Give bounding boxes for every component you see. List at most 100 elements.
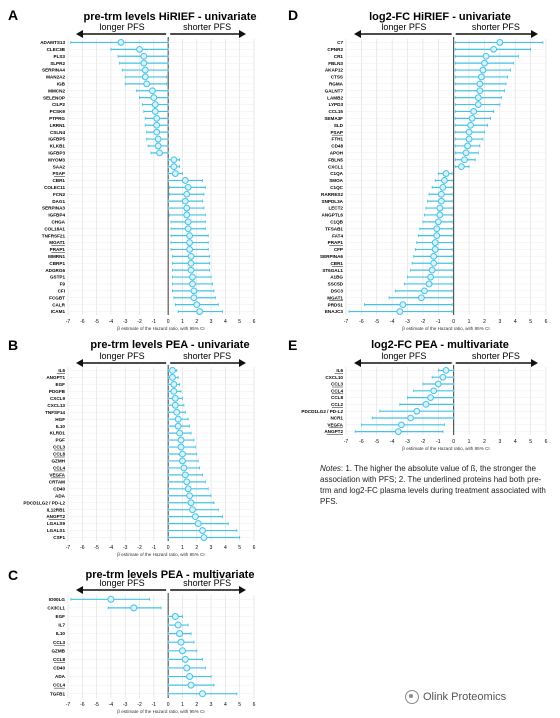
tick-label-d: 0: [452, 319, 455, 325]
tick-label-d: 3: [498, 319, 501, 325]
panel-title-d: log2-FC HiRIEF - univariate: [369, 11, 511, 23]
tick-label-b: -3: [123, 545, 128, 551]
panel-letter-d: D: [288, 7, 298, 23]
tick-label-d: -2: [421, 319, 426, 325]
beta-point-b: [170, 380, 178, 388]
tick-label-d: -6: [359, 319, 364, 325]
arrow-right-head-a: [239, 30, 246, 38]
beta-point-c: [130, 604, 138, 612]
tick-label-b: 3: [210, 545, 213, 551]
row-label-b: LGALS1: [47, 528, 66, 533]
beta-point-b: [177, 436, 185, 444]
row-label-d: C1QA: [330, 171, 343, 176]
tick-label-b: 1: [181, 545, 184, 551]
beta-point-a: [186, 246, 194, 253]
beta-point-d: [437, 190, 445, 198]
row-label-c: EGF: [56, 614, 66, 619]
tick-label-e: 1: [468, 439, 471, 445]
row-label-a: CALR: [52, 302, 65, 307]
tick-label-d: -7: [344, 319, 349, 325]
tick-label-e: -3: [405, 439, 410, 445]
row-label-d: FBLN3: [328, 61, 343, 66]
beta-point-d: [479, 66, 487, 74]
arrow-right-head-c: [239, 586, 246, 594]
row-label-a: LRRN1: [50, 123, 66, 128]
beta-point-d: [433, 225, 441, 233]
beta-point-d: [467, 121, 475, 129]
row-label-b: VEGFA: [49, 472, 65, 477]
beta-point-d: [436, 204, 444, 212]
beta-point-a: [140, 52, 148, 60]
label-shorter-pfs-e: shorter PFS: [472, 351, 520, 361]
beta-point-d: [465, 135, 473, 143]
tick-label-b: -2: [137, 545, 142, 551]
row-label-c: GZMB: [51, 648, 65, 653]
beta-point-c: [174, 621, 182, 629]
row-label-d: SNPDL3A: [322, 199, 344, 204]
arrow-right-head-b: [239, 359, 246, 367]
axis-label-c: β estimate of the Hazard ratio, with 95%…: [117, 709, 204, 714]
row-label-c: IO00LG: [49, 597, 66, 602]
beta-point-a: [153, 114, 161, 122]
tick-label-c: 5: [238, 702, 241, 708]
row-label-d: FBLN5: [328, 157, 343, 162]
tick-label-b: -5: [94, 545, 99, 551]
row-label-d: APOH: [330, 150, 344, 155]
row-label-b: HGF: [55, 417, 65, 422]
row-label-a: SLPR2: [50, 61, 65, 66]
beta-point-d: [428, 266, 436, 274]
beta-point-a: [184, 218, 192, 226]
row-label-d: ST6GAL1: [322, 268, 343, 273]
beta-point-b: [187, 499, 195, 507]
row-label-d: SERPINA6: [320, 254, 343, 259]
beta-point-e: [413, 407, 421, 415]
arrow-left-head-b: [76, 359, 83, 367]
row-label-b: CSF1: [53, 535, 65, 540]
beta-point-a: [190, 287, 198, 295]
row-label-d: CPNR2: [327, 47, 343, 52]
row-label-a: PRAP1: [50, 247, 66, 252]
beta-point-a: [183, 204, 191, 212]
beta-point-d: [431, 239, 439, 246]
beta-point-c: [186, 673, 194, 681]
beta-point-a: [141, 66, 149, 74]
beta-point-d: [396, 308, 404, 315]
beta-point-e: [398, 421, 405, 429]
row-label-b: IL10: [56, 424, 66, 429]
row-label-b: CXCL13: [47, 403, 65, 408]
row-label-a: PTPRG: [49, 116, 65, 121]
beta-point-d: [476, 87, 484, 95]
beta-point-a: [136, 45, 143, 53]
row-label-b: ANGPT2: [46, 514, 65, 519]
row-label-a: KLKB1: [50, 144, 66, 149]
row-label-d: CD48: [331, 144, 343, 149]
row-label-e: CCL2: [331, 402, 343, 407]
row-label-c: CCL8: [53, 657, 65, 662]
row-label-c: CCL3: [53, 640, 65, 645]
row-label-c: TGFB1: [50, 691, 66, 696]
row-label-b: CCL4: [53, 466, 65, 471]
tick-label-c: 0: [167, 702, 170, 708]
tick-label-c: -7: [66, 702, 71, 708]
beta-point-d: [462, 149, 470, 157]
row-label-a: ADAMTS13: [40, 40, 65, 45]
row-label-d: SSC5D: [328, 282, 344, 287]
tick-label-e: -2: [421, 439, 426, 445]
beta-point-a: [117, 39, 125, 46]
beta-point-b: [183, 478, 191, 486]
beta-point-d: [481, 59, 488, 67]
beta-point-d: [436, 211, 444, 219]
watermark: Olink Proteomics: [405, 690, 506, 704]
panel-title-a: pre-trm levels HiRIEF - univariate: [84, 11, 257, 23]
beta-point-e: [394, 428, 402, 435]
axis-label-a: β estimate of the Hazard ratio, with 95%…: [117, 326, 204, 331]
row-label-d: C1QB: [330, 219, 343, 224]
beta-point-e: [434, 380, 442, 388]
row-label-d: PSAP: [330, 130, 343, 135]
row-label-d: CTSS: [331, 75, 343, 80]
row-label-a: PCSK9: [50, 109, 66, 114]
row-label-d: SLD: [334, 123, 344, 128]
row-label-a: FCN2: [53, 192, 65, 197]
beta-point-a: [184, 183, 192, 191]
tick-label-a: 5: [238, 319, 241, 325]
